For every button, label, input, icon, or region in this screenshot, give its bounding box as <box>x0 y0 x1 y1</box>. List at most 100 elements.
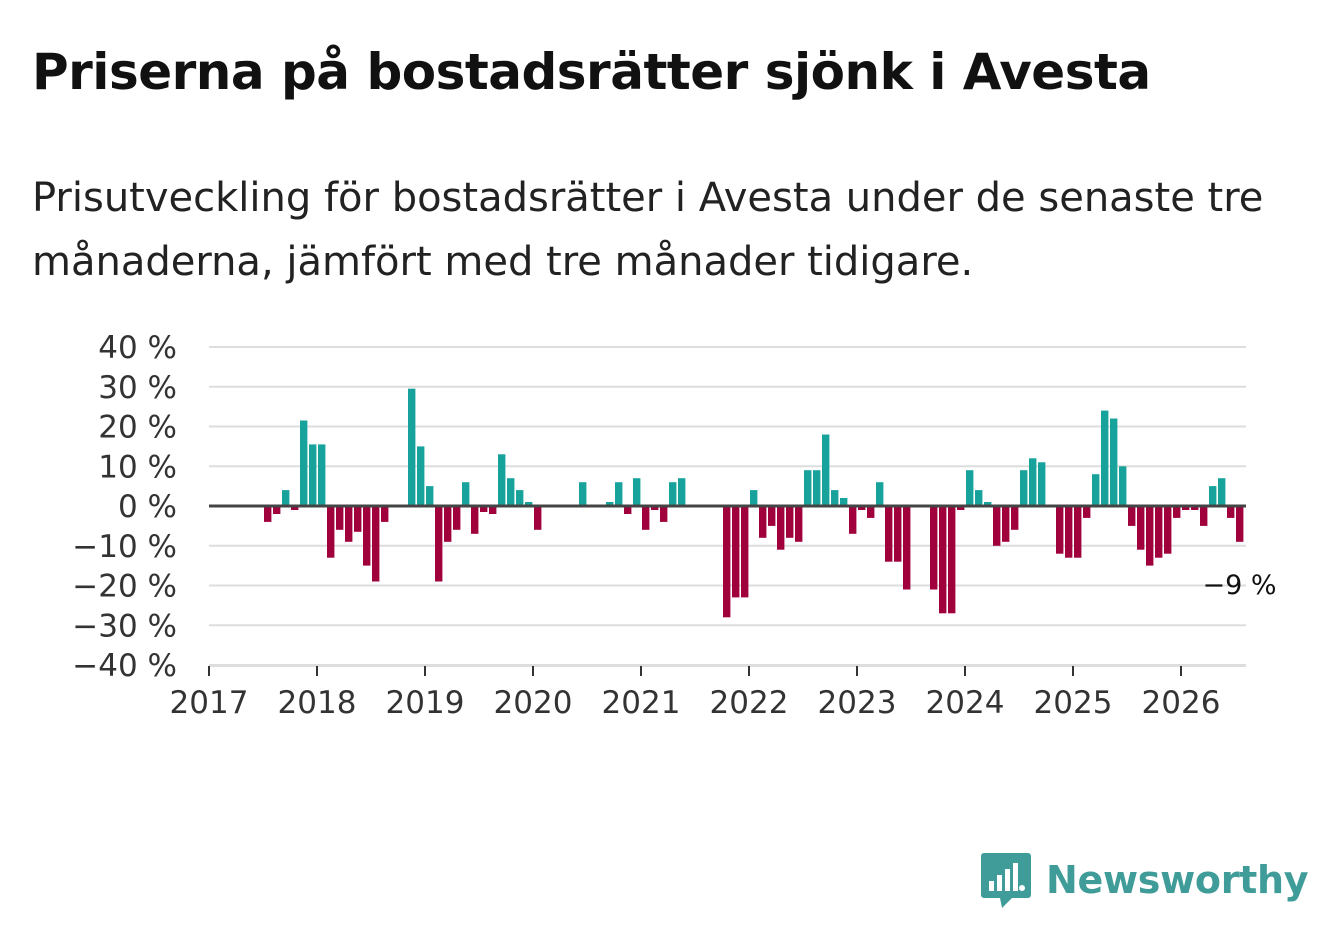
bar <box>669 482 677 506</box>
bar <box>840 498 848 506</box>
bar <box>264 506 272 522</box>
y-tick-label: 0 % <box>118 489 177 525</box>
chart-title: Priserna på bostadsrätter sjönk i Avesta <box>32 43 1151 101</box>
bar <box>1227 506 1235 518</box>
bar <box>507 478 515 506</box>
bar <box>291 506 299 510</box>
x-tick-label: 2019 <box>386 685 465 721</box>
bar <box>885 506 893 562</box>
bar <box>768 506 776 526</box>
bar <box>1209 486 1217 506</box>
bar <box>525 502 533 506</box>
bar <box>327 506 335 558</box>
y-tick-label: 10 % <box>98 449 177 485</box>
bar <box>957 506 965 510</box>
bar <box>858 506 866 510</box>
y-tick-label: 30 % <box>98 370 177 406</box>
bar <box>1029 458 1037 506</box>
x-tick-label: 2021 <box>602 685 681 721</box>
bar <box>1218 478 1226 506</box>
bar <box>435 506 443 582</box>
bar <box>1191 506 1199 510</box>
bar <box>1137 506 1145 550</box>
bar <box>381 506 389 522</box>
bar <box>723 506 731 618</box>
bar <box>939 506 947 614</box>
x-tick-label: 2025 <box>1034 685 1113 721</box>
bar <box>354 506 362 532</box>
bar <box>894 506 902 562</box>
y-tick-label: 40 % <box>98 330 177 366</box>
bar <box>471 506 479 534</box>
bar <box>660 506 668 522</box>
bar <box>1011 506 1019 530</box>
bar <box>966 470 974 506</box>
bar <box>1146 506 1154 566</box>
bar <box>624 506 632 514</box>
bar-chart: 40 %30 %20 %10 %0 %−10 %−20 %−30 %−40 %2… <box>72 330 1276 721</box>
bar <box>444 506 452 542</box>
bar <box>1101 410 1109 506</box>
x-tick-label: 2024 <box>926 685 1005 721</box>
bar <box>606 502 614 506</box>
brand-name: Newsworthy <box>1046 858 1309 902</box>
x-tick-label: 2026 <box>1142 685 1221 721</box>
last-value-label: −9 % <box>1202 570 1276 601</box>
bar <box>822 434 830 506</box>
bar <box>750 490 758 506</box>
bar <box>615 482 623 506</box>
bar <box>786 506 794 538</box>
bar <box>1083 506 1091 518</box>
bar <box>804 470 812 506</box>
x-tick-label: 2017 <box>170 685 249 721</box>
bar <box>1236 506 1244 542</box>
bar <box>678 478 686 506</box>
bar <box>426 486 434 506</box>
x-tick-label: 2022 <box>710 685 789 721</box>
bar <box>1155 506 1163 558</box>
y-tick-label: −30 % <box>72 608 177 644</box>
bar <box>516 490 524 506</box>
bar <box>1173 506 1181 518</box>
bar <box>741 506 749 598</box>
bar <box>831 490 839 506</box>
y-tick-label: −20 % <box>72 569 177 605</box>
bar <box>777 506 785 550</box>
bar <box>1038 462 1046 506</box>
bar <box>633 478 641 506</box>
bar <box>1074 506 1082 558</box>
bar <box>867 506 875 518</box>
y-tick-label: −10 % <box>72 529 177 565</box>
bar <box>579 482 587 506</box>
bar <box>759 506 767 538</box>
bar <box>408 388 416 506</box>
bar <box>948 506 956 614</box>
newsworthy-logo[interactable]: Newsworthy <box>980 850 1309 910</box>
bar <box>993 506 1001 546</box>
x-tick-label: 2020 <box>494 685 573 721</box>
x-tick-label: 2018 <box>278 685 357 721</box>
bar <box>930 506 938 590</box>
bar <box>984 502 992 506</box>
bar <box>1092 474 1100 506</box>
bar <box>651 506 659 510</box>
bar <box>480 506 488 512</box>
bar <box>1056 506 1064 554</box>
bar <box>1065 506 1073 558</box>
bar <box>453 506 461 530</box>
bar <box>282 490 290 506</box>
bar <box>642 506 650 530</box>
bar <box>336 506 344 530</box>
bar <box>345 506 353 542</box>
bar <box>732 506 740 598</box>
bar <box>498 454 506 506</box>
bar <box>372 506 380 582</box>
bar <box>1002 506 1010 542</box>
bar <box>795 506 803 542</box>
bar <box>975 490 983 506</box>
bar <box>1200 506 1208 526</box>
bar <box>1164 506 1172 554</box>
y-tick-label: 20 % <box>98 410 177 446</box>
newsworthy-logo-icon <box>981 853 1031 908</box>
bar <box>300 420 308 506</box>
